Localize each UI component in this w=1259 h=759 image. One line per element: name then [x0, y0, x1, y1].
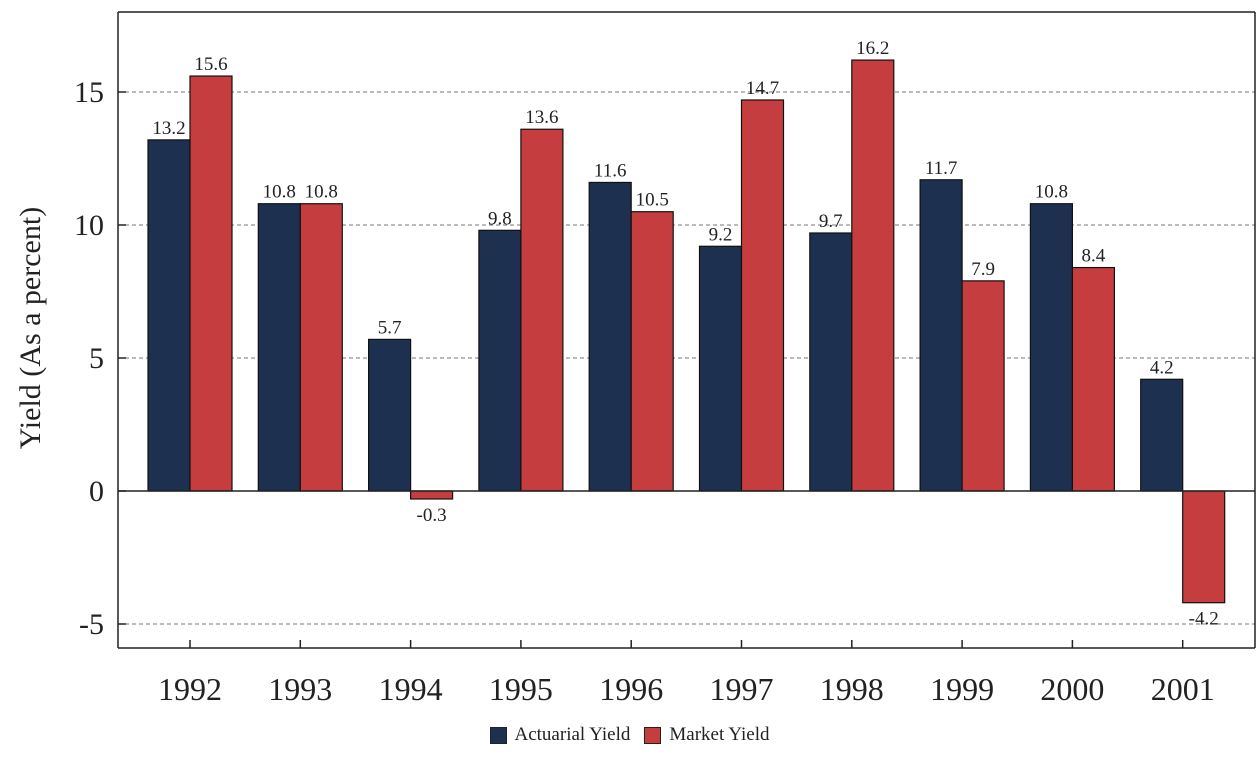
data-label-market-1993: 10.8	[305, 182, 338, 203]
data-label-market-1995: 13.6	[525, 107, 558, 128]
bar-actuarial-1999	[919, 179, 963, 492]
data-label-actuarial-1994: 5.7	[378, 317, 402, 338]
bars	[147, 59, 1226, 604]
data-label-market-1996: 10.5	[636, 190, 669, 211]
bar-market-1995	[520, 128, 564, 492]
x-tick-label-2000: 2000	[1040, 671, 1104, 707]
data-label-market-2001: -4.2	[1189, 609, 1219, 630]
y-tick-label-0: 0	[89, 475, 104, 508]
data-label-market-1994: -0.3	[417, 505, 447, 526]
data-label-actuarial-1999: 11.7	[925, 158, 958, 179]
legend-swatch-actuarial	[489, 726, 507, 744]
bar-market-1996	[630, 211, 674, 492]
x-tick-label-1994: 1994	[379, 671, 443, 707]
x-tick-label-1996: 1996	[599, 671, 663, 707]
legend-label-actuarial: Actuarial Yield	[514, 724, 631, 745]
legend: Actuarial Yield Market Yield	[0, 724, 1259, 746]
y-tick-label-15: 15	[74, 76, 104, 109]
x-tick-label-1999: 1999	[930, 671, 994, 707]
bar-market-1997	[740, 99, 785, 492]
x-tick-label-1993: 1993	[268, 671, 332, 707]
data-label-actuarial-1997: 9.2	[709, 224, 733, 245]
data-label-actuarial-2001: 4.2	[1150, 357, 1174, 378]
y-axis-label: Yield (As a percent)	[14, 207, 47, 449]
bar-actuarial-1992	[147, 139, 191, 492]
data-label-market-1998: 16.2	[856, 38, 889, 59]
data-label-actuarial-1998: 9.7	[819, 211, 843, 232]
x-tick-label-1995: 1995	[489, 671, 553, 707]
x-tick-label-1997: 1997	[710, 671, 774, 707]
bar-market-1993	[299, 203, 343, 492]
y-tick-label-5: 5	[89, 342, 104, 375]
bar-chart: 13.2 15.6 10.8 10.8 5.7 -0.3 9.8 13.6 11.6 10.5 9.…	[14, 11, 1256, 707]
bar-market-1999	[961, 280, 1005, 492]
bar-actuarial-1996	[588, 181, 632, 492]
data-labels: 13.2 15.6 10.8 10.8 5.7 -0.3 9.8 13.6 11.6 10.5 9.…	[152, 38, 1218, 630]
bar-actuarial-1995	[478, 229, 522, 492]
x-tick-label-2001: 2001	[1151, 671, 1215, 707]
legend-item-actuarial: Actuarial Yield	[489, 724, 631, 746]
axes: -5 0 5 10 15 1992 1993 1994 1995 1996 1997 1998 1999…	[74, 11, 1256, 707]
bar-actuarial-1994	[368, 338, 412, 492]
y-tick-label--5: -5	[79, 608, 104, 641]
x-tick-label-1998: 1998	[820, 671, 884, 707]
data-label-actuarial-1993: 10.8	[263, 182, 296, 203]
bar-actuarial-2001	[1140, 378, 1184, 492]
data-label-market-1999: 7.9	[971, 259, 995, 280]
data-label-actuarial-1995: 9.8	[488, 208, 512, 229]
data-label-actuarial-2000: 10.8	[1035, 182, 1068, 203]
bar-actuarial-1998	[809, 232, 853, 492]
legend-label-market: Market Yield	[669, 724, 770, 745]
x-tick-label-1992: 1992	[158, 671, 222, 707]
legend-swatch-market	[644, 726, 662, 744]
data-label-market-1992: 15.6	[194, 54, 227, 75]
data-label-actuarial-1996: 11.6	[594, 160, 627, 181]
bar-actuarial-2000	[1029, 203, 1074, 492]
bar-market-2000	[1071, 266, 1116, 492]
data-label-actuarial-1992: 13.2	[152, 118, 185, 139]
bar-market-1998	[851, 59, 895, 492]
bar-actuarial-1993	[257, 203, 301, 492]
legend-item-market: Market Yield	[644, 724, 769, 746]
data-label-market-1997: 14.7	[746, 78, 779, 99]
bar-market-2001	[1182, 490, 1226, 604]
data-label-market-2000: 8.4	[1082, 246, 1106, 267]
y-tick-label-10: 10	[74, 209, 104, 242]
bar-actuarial-1997	[698, 245, 743, 492]
bar-market-1994	[410, 490, 454, 500]
bar-market-1992	[189, 75, 233, 492]
